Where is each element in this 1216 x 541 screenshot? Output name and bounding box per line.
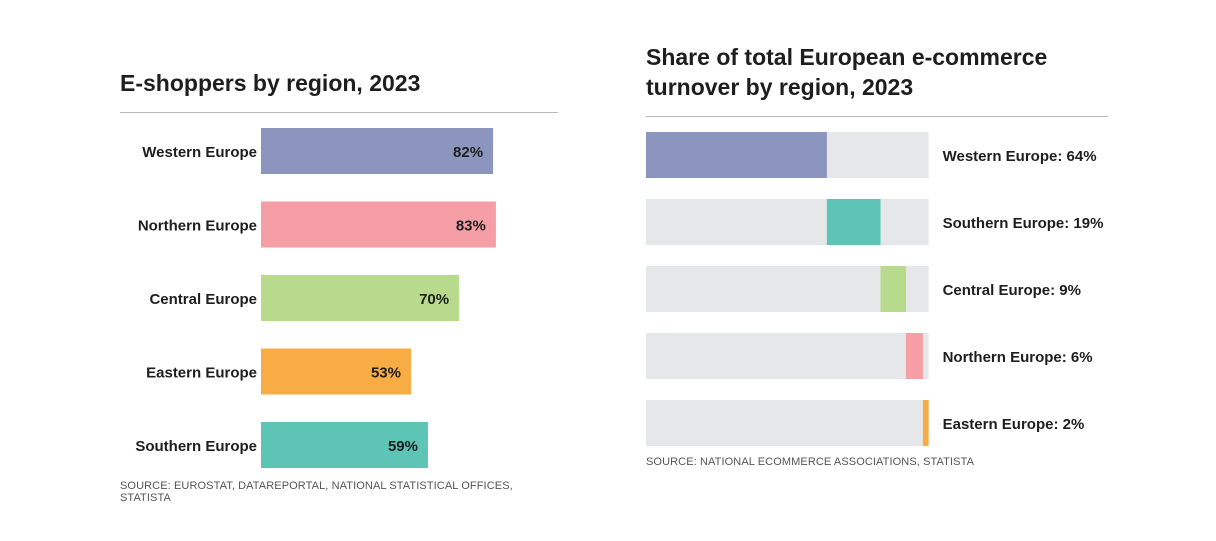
value-label-southern-europe: 59% (388, 438, 418, 455)
track-northern-europe (646, 333, 929, 379)
category-label-western-europe: Western Europe (142, 144, 257, 161)
turnover-share-chart: Western Europe: 64% Southern Europe: 19% C… (646, 132, 1104, 446)
turnover-source-note: SOURCE: NATIONAL ECOMMERCE ASSOCIATIONS,… (646, 456, 975, 468)
bar-eastern-europe (261, 348, 411, 395)
track-eastern-europe (646, 400, 929, 446)
value-label-eastern-europe: Eastern Europe: 2% (943, 416, 1085, 433)
category-label-northern-europe: Northern Europe (138, 218, 257, 235)
segment-central-europe (880, 266, 906, 312)
eshoppers-source-note: SOURCE: EUROSTAT, DATAREPORTAL, NATIONAL… (120, 480, 513, 504)
turnover-chart-title: Share of total European e-commerce turno… (646, 44, 1048, 100)
turnover-title-divider (646, 116, 1108, 117)
category-label-eastern-europe: Eastern Europe (146, 365, 257, 382)
bar-western-europe (261, 128, 494, 174)
bar-southern-europe (261, 422, 428, 468)
eshoppers-chart-title: E-shoppers by region, 2023 (120, 70, 421, 96)
value-label-southern-europe: Southern Europe: 19% (943, 215, 1104, 232)
bar-central-europe (261, 275, 460, 321)
value-label-central-europe: 70% (419, 291, 449, 308)
segment-eastern-europe (922, 400, 929, 446)
eshoppers-chart-panel: E-shoppers by region, 2023 Western Europ… (120, 60, 560, 510)
category-label-southern-europe: Southern Europe (135, 438, 257, 455)
value-label-central-europe: Central Europe: 9% (943, 282, 1081, 299)
value-label-eastern-europe: 53% (371, 365, 401, 382)
eshoppers-bar-chart: Western Europe 82% Northern Europe 83% Centr… (135, 128, 496, 468)
value-label-northern-europe: Northern Europe: 6% (943, 349, 1093, 366)
bar-northern-europe (261, 201, 496, 248)
category-label-central-europe: Central Europe (149, 291, 257, 308)
segment-northern-europe (905, 333, 923, 379)
eshoppers-title-divider (120, 112, 558, 113)
turnover-chart-panel: Share of total European e-commerce turno… (646, 42, 1116, 482)
segment-western-europe (646, 132, 827, 178)
track-southern-europe (646, 199, 929, 245)
value-label-northern-europe: 83% (456, 218, 486, 235)
segment-southern-europe (826, 199, 881, 245)
value-label-western-europe: Western Europe: 64% (943, 148, 1097, 165)
value-label-western-europe: 82% (453, 144, 483, 161)
